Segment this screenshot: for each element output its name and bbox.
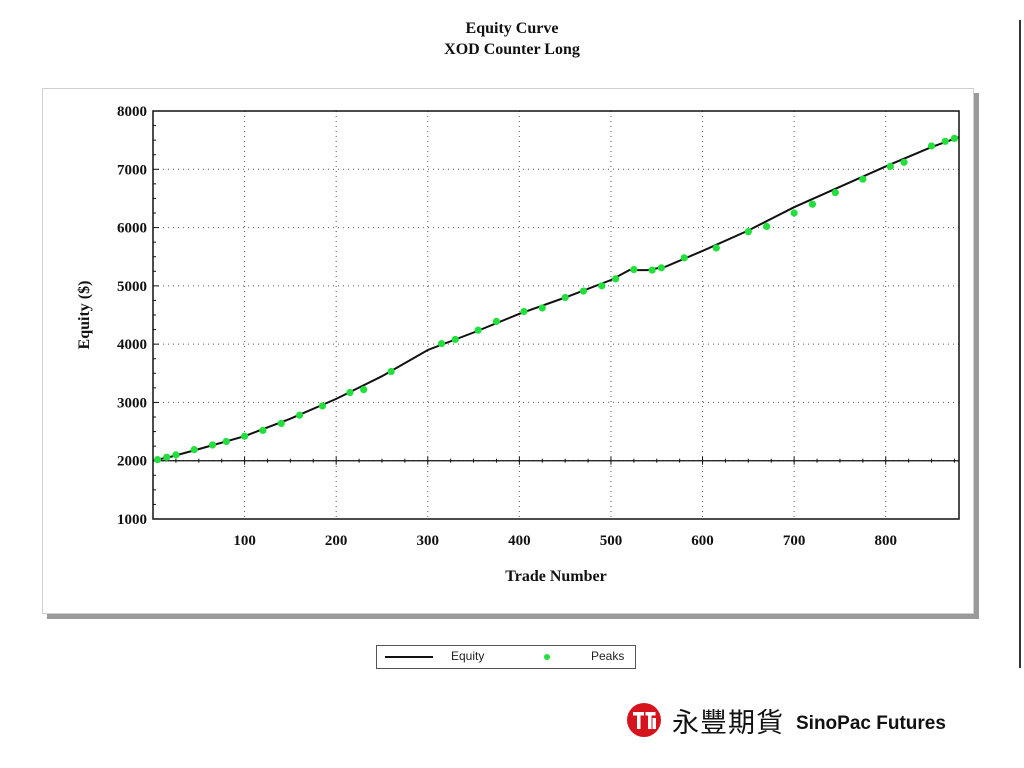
- legend-peaks-swatch: [544, 654, 550, 660]
- chart-subtitle: XOD Counter Long: [444, 41, 580, 58]
- chart-title-block: Equity Curve XOD Counter Long: [0, 18, 1024, 60]
- x-tick-label: 100: [233, 533, 256, 549]
- peak-marker: [630, 265, 638, 274]
- peak-marker: [190, 446, 198, 454]
- peak-marker: [808, 200, 817, 208]
- y-tick-label: 2000: [117, 454, 147, 470]
- peak-marker: [657, 264, 665, 272]
- plot-area-border: [152, 110, 960, 520]
- legend: Equity Peaks: [376, 645, 636, 669]
- peak-marker: [648, 266, 656, 274]
- y-tick-label: 3000: [117, 395, 147, 411]
- peak-marker: [451, 335, 459, 344]
- legend-equity-label: Equity: [451, 649, 485, 663]
- y-axis-label: Equity ($): [76, 281, 93, 350]
- brand-chinese-name: 永豐期貨: [672, 707, 784, 739]
- y-tick-label: 8000: [117, 104, 147, 120]
- peak-marker: [172, 451, 180, 459]
- peak-marker: [474, 326, 482, 334]
- x-tick-label: 200: [325, 533, 348, 549]
- y-tick-label: 6000: [117, 221, 147, 237]
- peak-marker: [712, 244, 720, 252]
- peak-marker: [598, 282, 606, 290]
- peak-marker: [387, 367, 395, 376]
- peak-marker: [318, 402, 327, 410]
- peak-marker: [346, 388, 354, 397]
- y-tick-label: 7000: [117, 162, 147, 178]
- chart-title: Equity Curve: [465, 20, 559, 37]
- x-tick-label: 800: [874, 533, 897, 549]
- sinopac-logo-icon: [627, 703, 661, 737]
- peak-marker: [886, 162, 894, 170]
- equity-line: [152, 136, 960, 462]
- x-tick-label: 700: [783, 533, 806, 549]
- peak-marker: [360, 386, 368, 394]
- y-tick-label: 4000: [117, 337, 147, 353]
- legend-equity-swatch: [385, 656, 433, 658]
- peak-marker: [520, 307, 528, 316]
- equity-chart: 1000 2000 3000 4000 5000 6000 7000 8000 100 200 30…: [76, 104, 960, 585]
- peak-marker: [153, 455, 162, 464]
- peak-marker: [561, 293, 569, 302]
- y-tick-label: 1000: [117, 512, 147, 528]
- x-tick-label: 600: [691, 533, 714, 549]
- chart-frame: 1000 2000 3000 4000 5000 6000 7000 8000 100 200 30…: [42, 88, 974, 614]
- peak-marker: [579, 287, 588, 295]
- peak-marker: [437, 339, 446, 348]
- brand-english-name: SinoPac Futures: [796, 713, 946, 734]
- peak-marker: [790, 209, 798, 217]
- peak-marker: [240, 432, 249, 440]
- legend-peaks-label: Peaks: [591, 649, 625, 663]
- peak-marker: [859, 175, 867, 183]
- peak-marker: [941, 137, 949, 145]
- x-tick-label: 500: [600, 533, 623, 549]
- x-axis-label: Trade Number: [505, 568, 606, 585]
- peak-marker: [492, 317, 501, 326]
- peak-marker: [763, 222, 771, 231]
- peak-marker: [277, 419, 285, 428]
- x-tick-label: 300: [417, 533, 440, 549]
- peak-marker: [538, 304, 546, 312]
- peak-marker: [680, 254, 688, 262]
- page-edge-rule: [1019, 20, 1021, 668]
- peak-marker: [259, 426, 267, 435]
- x-tick-label: 400: [508, 533, 531, 549]
- peak-marker: [295, 411, 304, 419]
- peak-marker: [744, 228, 752, 236]
- peak-marker: [222, 437, 230, 446]
- peak-marker: [163, 453, 171, 461]
- peak-marker: [208, 441, 217, 449]
- peak-marker: [831, 189, 839, 197]
- peak-marker: [927, 142, 936, 150]
- y-tick-label: 5000: [117, 279, 147, 295]
- peak-marker: [900, 158, 908, 166]
- brand: 永豐期貨 SinoPac Futures: [626, 700, 946, 740]
- peak-marker: [950, 134, 959, 142]
- peak-marker: [611, 275, 620, 283]
